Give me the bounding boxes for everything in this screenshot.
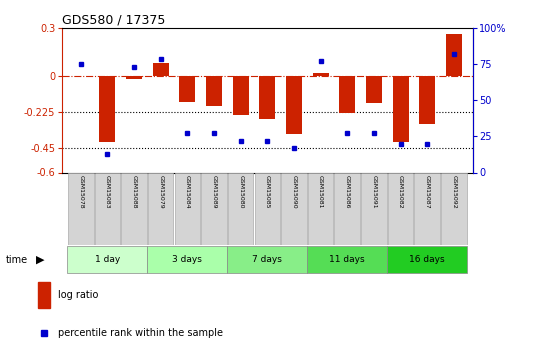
FancyBboxPatch shape	[122, 172, 147, 245]
Text: GSM15079: GSM15079	[158, 175, 163, 209]
Text: GSM15090: GSM15090	[292, 175, 296, 209]
Bar	[206, 76, 222, 107]
Text: 1 day: 1 day	[95, 255, 120, 264]
Text: GSM15086: GSM15086	[345, 175, 350, 209]
FancyBboxPatch shape	[148, 172, 173, 245]
FancyBboxPatch shape	[94, 172, 120, 245]
Bar	[419, 76, 435, 124]
FancyBboxPatch shape	[227, 246, 307, 273]
FancyBboxPatch shape	[147, 246, 227, 273]
Bar	[366, 76, 382, 103]
Text: GSM15082: GSM15082	[398, 175, 403, 209]
Bar	[446, 34, 462, 76]
Text: 3 days: 3 days	[172, 255, 202, 264]
Text: GSM15089: GSM15089	[212, 175, 217, 209]
FancyBboxPatch shape	[387, 246, 467, 273]
Text: GSM15092: GSM15092	[451, 175, 456, 209]
Text: 16 days: 16 days	[409, 255, 445, 264]
Text: log ratio: log ratio	[58, 290, 99, 300]
Text: GSM15078: GSM15078	[78, 175, 83, 209]
FancyBboxPatch shape	[254, 172, 280, 245]
FancyBboxPatch shape	[228, 172, 253, 245]
FancyBboxPatch shape	[68, 172, 93, 245]
Bar	[393, 76, 409, 142]
FancyBboxPatch shape	[307, 246, 387, 273]
Text: GSM15085: GSM15085	[265, 175, 270, 209]
Bar	[339, 76, 355, 113]
Text: GSM15080: GSM15080	[238, 175, 243, 209]
Text: GSM15088: GSM15088	[132, 175, 137, 209]
FancyBboxPatch shape	[68, 246, 147, 273]
FancyBboxPatch shape	[414, 172, 440, 245]
Bar	[153, 63, 168, 76]
FancyBboxPatch shape	[201, 172, 227, 245]
FancyBboxPatch shape	[441, 172, 467, 245]
Text: GSM15081: GSM15081	[318, 175, 323, 209]
Bar	[38, 283, 50, 308]
Text: GSM15083: GSM15083	[105, 175, 110, 209]
Text: time: time	[5, 255, 28, 265]
Bar	[313, 73, 329, 76]
FancyBboxPatch shape	[388, 172, 413, 245]
Text: GSM15087: GSM15087	[424, 175, 430, 209]
FancyBboxPatch shape	[281, 172, 307, 245]
Text: ▶: ▶	[36, 255, 45, 265]
Text: GSM15084: GSM15084	[185, 175, 190, 209]
Bar	[99, 76, 116, 142]
Text: GSM15091: GSM15091	[372, 175, 376, 209]
Text: GDS580 / 17375: GDS580 / 17375	[62, 13, 165, 27]
Bar	[179, 76, 195, 102]
Bar	[233, 76, 248, 115]
Bar	[126, 76, 142, 79]
Text: percentile rank within the sample: percentile rank within the sample	[58, 328, 224, 338]
Bar	[286, 76, 302, 134]
Text: 11 days: 11 days	[329, 255, 365, 264]
Text: 7 days: 7 days	[252, 255, 282, 264]
FancyBboxPatch shape	[174, 172, 200, 245]
FancyBboxPatch shape	[334, 172, 360, 245]
FancyBboxPatch shape	[308, 172, 333, 245]
FancyBboxPatch shape	[361, 172, 387, 245]
Bar	[259, 76, 275, 119]
